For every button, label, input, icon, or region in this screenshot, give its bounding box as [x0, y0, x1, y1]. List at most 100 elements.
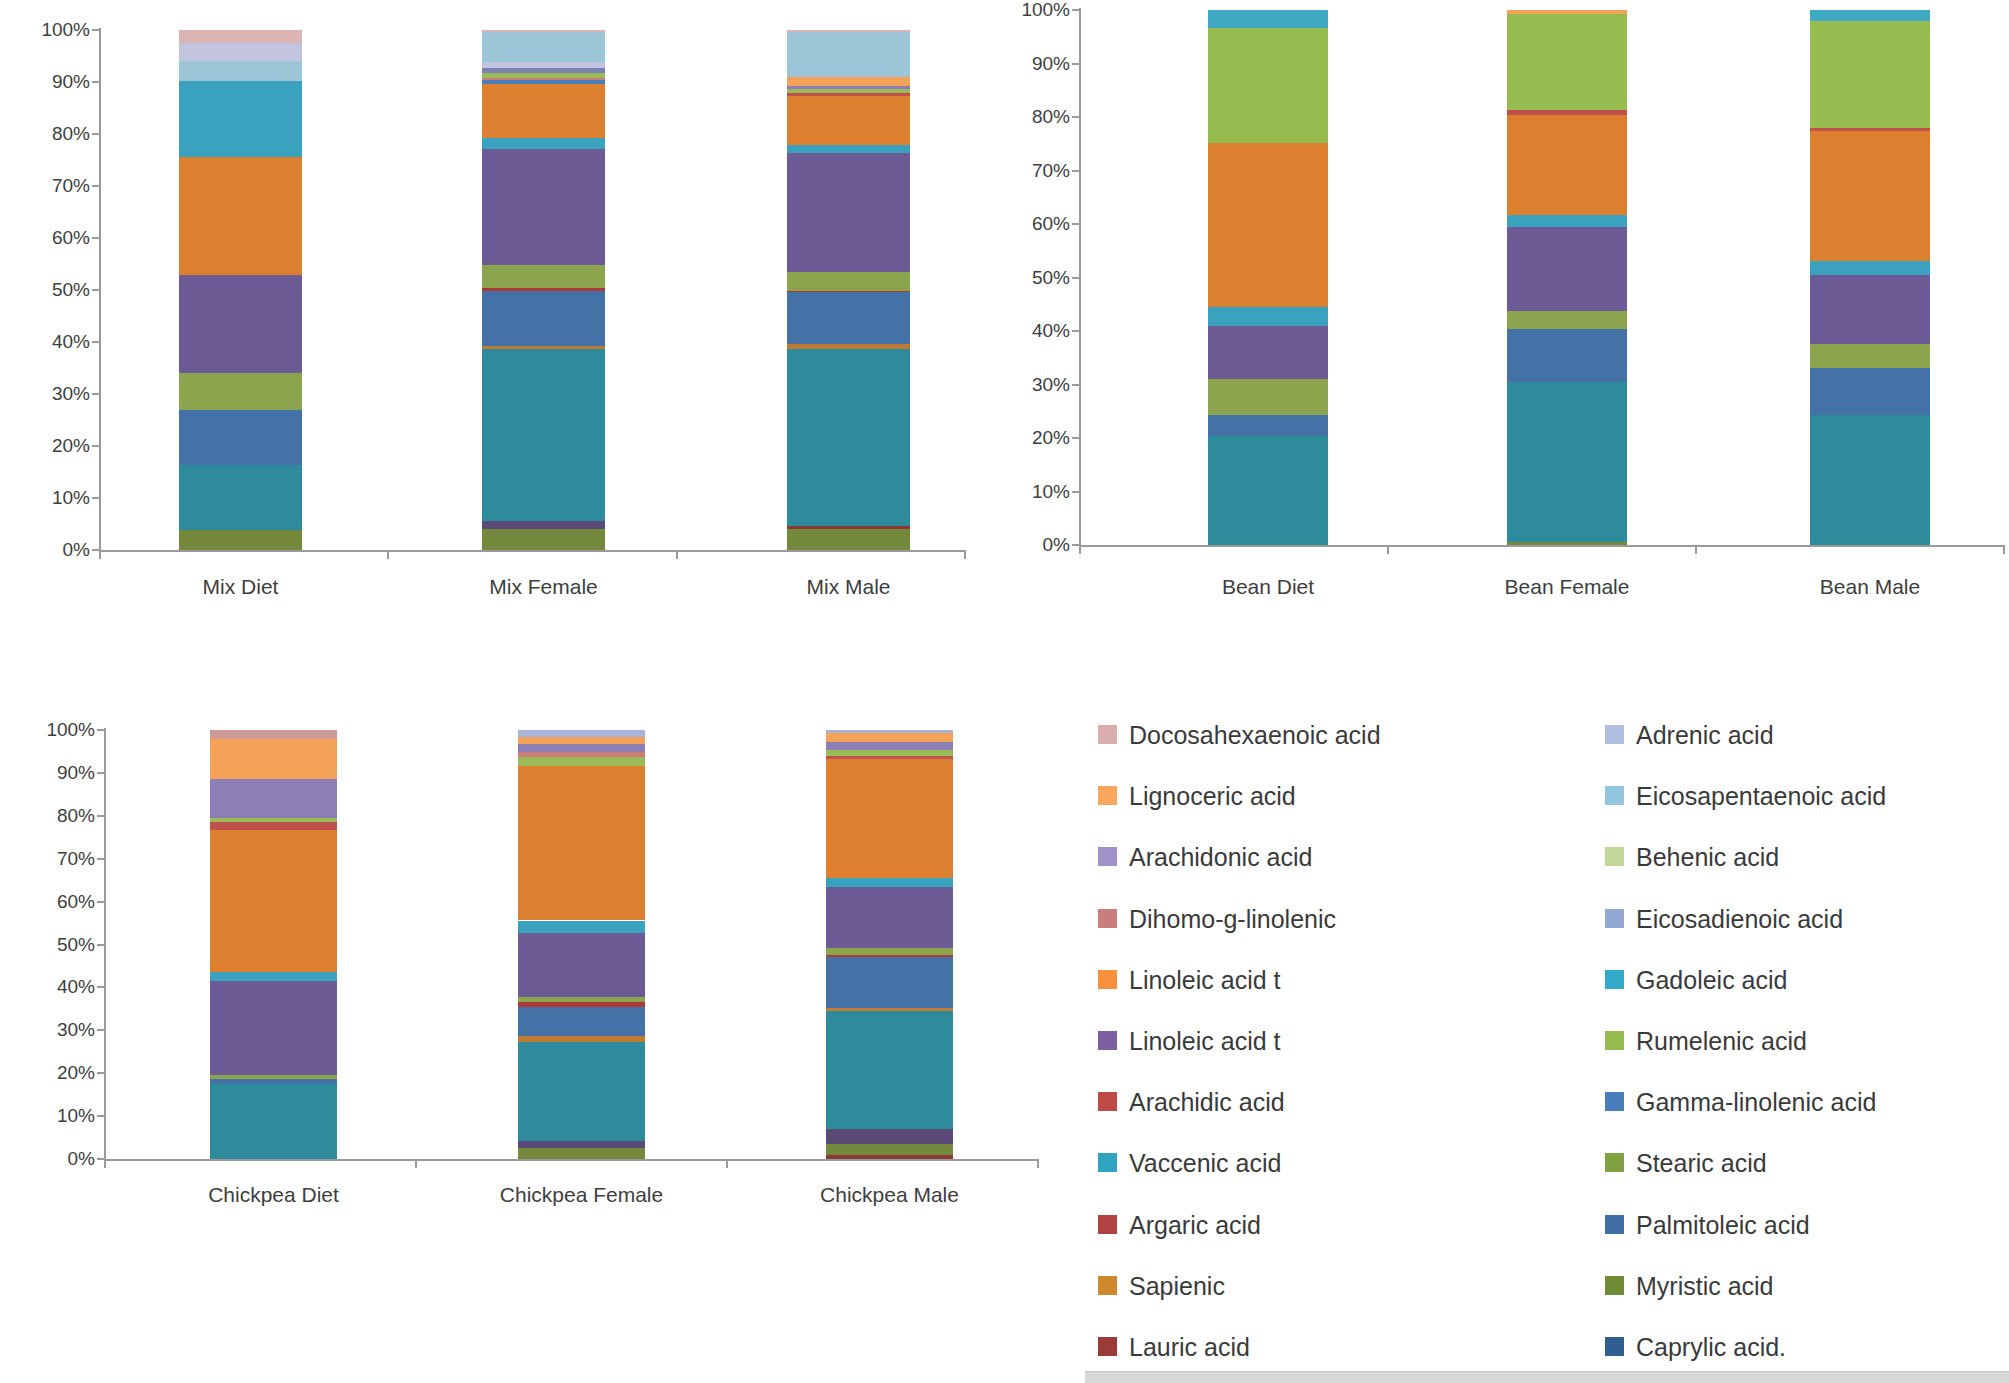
- bar-segment: [787, 272, 910, 290]
- legend-swatch: [1605, 1092, 1624, 1111]
- y-axis-line: [104, 728, 106, 1167]
- bar-segment: [1507, 382, 1627, 542]
- bar-segment: [518, 737, 645, 744]
- y-tick-label: 70%: [0, 176, 90, 196]
- legend-swatch: [1605, 1337, 1624, 1356]
- bar-segment: [826, 887, 953, 948]
- legend-label: Arachidonic acid: [1129, 844, 1312, 870]
- bar-segment: [482, 291, 605, 346]
- fatty-acid-charts-page: { "page": { "background": "#ffffff", "bo…: [0, 0, 2009, 1383]
- y-tick: [97, 1029, 104, 1031]
- bar-segment: [482, 138, 605, 149]
- y-tick-label: 90%: [0, 763, 95, 783]
- y-tick: [1072, 116, 1079, 118]
- y-tick: [92, 133, 99, 135]
- bar-segment: [482, 62, 605, 69]
- legend-item: Arachidonic acid: [1098, 844, 1478, 870]
- y-tick: [1072, 170, 1079, 172]
- bar-segment: [1810, 275, 1930, 344]
- bar-segment: [826, 1144, 953, 1155]
- legend-swatch: [1098, 786, 1117, 805]
- legend-swatch: [1605, 847, 1624, 866]
- bar-segment: [1810, 261, 1930, 274]
- legend-label: Docosahexaenoic acid: [1129, 722, 1381, 748]
- legend-item: Palmitoleic acid: [1605, 1212, 1985, 1238]
- bar-segment: [787, 32, 910, 77]
- legend-item: Dihomo-g-linolenic: [1098, 906, 1478, 932]
- y-tick: [1072, 437, 1079, 439]
- bar-segment: [518, 921, 645, 934]
- legend-item: Eicosadienoic acid: [1605, 906, 1985, 932]
- bar-segment: [482, 288, 605, 290]
- bar-segment: [1208, 436, 1328, 545]
- bar-segment: [518, 1007, 645, 1036]
- legend-swatch: [1098, 847, 1117, 866]
- x-tick: [676, 550, 678, 559]
- y-tick: [97, 772, 104, 774]
- bar-segment: [518, 744, 645, 752]
- y-tick-label: 30%: [975, 375, 1070, 395]
- y-tick-label: 80%: [0, 806, 95, 826]
- bar-segment: [1507, 227, 1627, 312]
- bar-segment: [826, 1155, 953, 1159]
- bar-segment: [518, 752, 645, 757]
- y-tick: [92, 29, 99, 31]
- x-axis-line: [99, 550, 965, 552]
- y-tick-label: 10%: [0, 1106, 95, 1126]
- bar-segment: [179, 30, 302, 43]
- bar-segment: [1507, 115, 1627, 216]
- bar-segment: [482, 80, 605, 84]
- x-tick: [415, 1159, 417, 1168]
- bar-segment: [826, 756, 953, 759]
- stacked-bar: [210, 730, 337, 1159]
- bar-segment: [179, 81, 302, 157]
- bar-segment: [179, 373, 302, 409]
- bar-segment: [787, 153, 910, 272]
- bar-segment: [482, 349, 605, 521]
- bar-segment: [210, 779, 337, 817]
- y-tick: [1072, 491, 1079, 493]
- legend-label: Vaccenic acid: [1129, 1150, 1281, 1176]
- y-tick-label: 20%: [975, 428, 1070, 448]
- bar-segment: [826, 1011, 953, 1128]
- x-axis-line: [1079, 545, 2004, 547]
- bar-segment: [1507, 311, 1627, 329]
- bar-segment: [179, 410, 302, 466]
- legend-item: Stearic acid: [1605, 1150, 1985, 1176]
- category-label: Chickpea Female: [452, 1184, 712, 1206]
- y-tick-label: 90%: [0, 72, 90, 92]
- legend-swatch: [1605, 970, 1624, 989]
- legend-swatch: [1605, 1031, 1624, 1050]
- x-tick: [964, 550, 966, 559]
- bar-segment: [179, 465, 302, 530]
- bar-segment: [787, 96, 910, 146]
- bar-segment: [1507, 14, 1627, 110]
- y-tick-label: 0%: [0, 1149, 95, 1169]
- y-tick-label: 30%: [0, 1020, 95, 1040]
- bar-segment: [482, 529, 605, 550]
- bar-segment: [1810, 415, 1930, 545]
- bar-segment: [210, 1079, 337, 1084]
- legend-item: Myristic acid: [1605, 1273, 1985, 1299]
- y-tick-label: 20%: [0, 436, 90, 456]
- y-tick: [97, 858, 104, 860]
- legend-label: Myristic acid: [1636, 1273, 1774, 1299]
- legend-label: Stearic acid: [1636, 1150, 1767, 1176]
- bar-segment: [210, 981, 337, 1074]
- bar-segment: [482, 84, 605, 138]
- bar-segment: [826, 742, 953, 750]
- y-tick-label: 0%: [975, 535, 1070, 555]
- bar-segment: [1507, 542, 1627, 545]
- y-tick: [97, 944, 104, 946]
- category-label: Bean Female: [1437, 576, 1697, 598]
- y-tick: [1072, 9, 1079, 11]
- legend-item: Adrenic acid: [1605, 722, 1985, 748]
- legend-swatch: [1098, 1215, 1117, 1234]
- bar-segment: [482, 68, 605, 72]
- category-label: Mix Female: [414, 576, 674, 598]
- bar-segment: [482, 78, 605, 80]
- stacked-bar: [1507, 10, 1627, 545]
- bar-segment: [210, 818, 337, 823]
- y-tick-label: 40%: [0, 332, 90, 352]
- legend-item: Arachidic acid: [1098, 1089, 1478, 1115]
